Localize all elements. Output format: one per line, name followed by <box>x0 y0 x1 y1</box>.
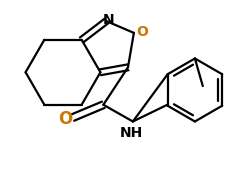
Text: O: O <box>135 25 147 39</box>
Text: O: O <box>58 109 72 127</box>
Text: NH: NH <box>119 126 142 140</box>
Text: N: N <box>102 13 114 27</box>
